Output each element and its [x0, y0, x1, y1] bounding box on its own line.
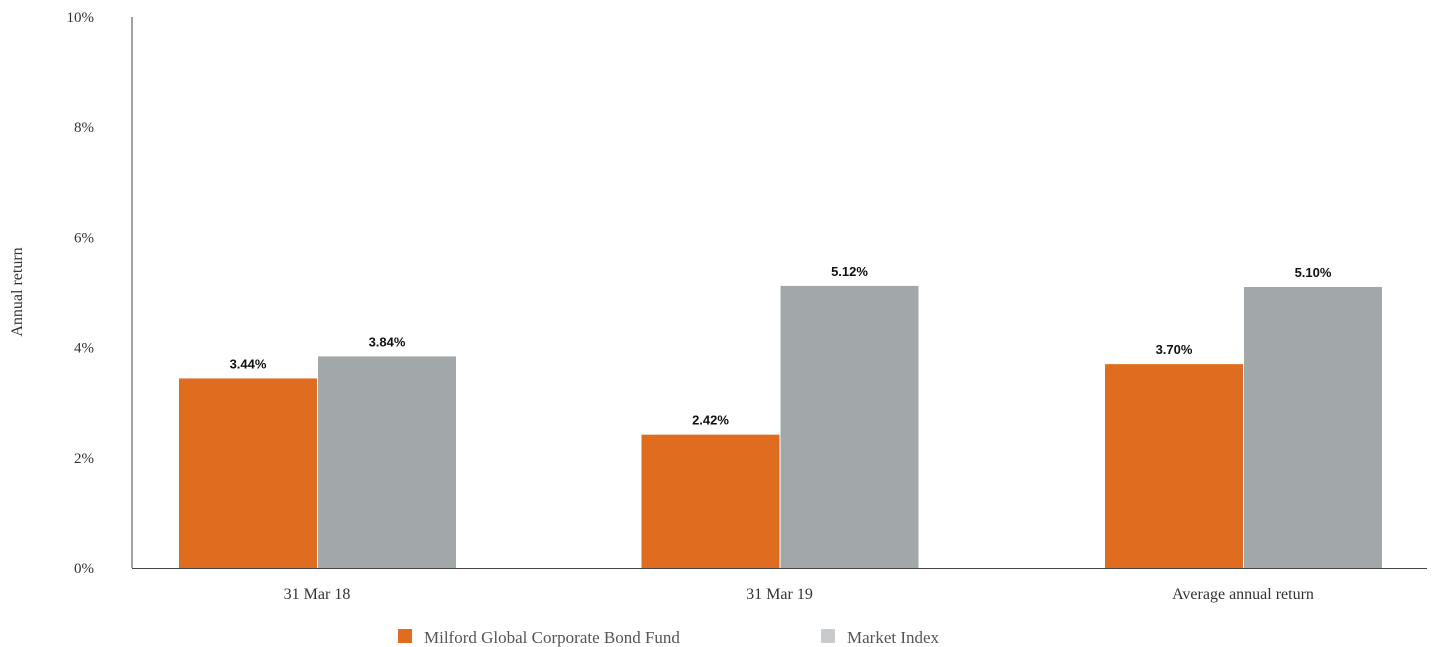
y-tick-label: 4% — [74, 341, 94, 357]
bars — [179, 285, 1382, 568]
y-tick-label: 2% — [74, 451, 94, 467]
bar-data-label: 3.70% — [1156, 342, 1193, 357]
bar — [641, 434, 780, 568]
bar-data-label: 5.10% — [1295, 265, 1332, 280]
bar-data-label: 3.84% — [369, 334, 406, 349]
y-axis-ticks: 0% 2% 4% 6% 8% 10% — [67, 10, 95, 577]
bar — [179, 378, 317, 568]
legend-label: Market Index — [847, 628, 940, 647]
bar — [1105, 364, 1243, 568]
bar — [1244, 286, 1382, 568]
bar-data-label: 2.42% — [692, 413, 729, 428]
x-category-label: Average annual return — [1172, 586, 1314, 603]
y-tick-label: 6% — [74, 230, 94, 246]
legend-swatch — [821, 629, 835, 643]
y-tick-label: 10% — [67, 10, 95, 26]
x-category-label: 31 Mar 18 — [284, 586, 351, 603]
x-category-label: 31 Mar 19 — [746, 586, 813, 603]
legend: Milford Global Corporate Bond Fund Market… — [398, 628, 940, 647]
y-axis-title-group: Annual return — [9, 247, 26, 336]
data-labels: 3.44% 2.42% 3.70% 3.84% 5.12% 5.10% — [230, 264, 1332, 428]
bar-data-label: 3.44% — [230, 356, 267, 371]
y-axis-title: Annual return — [9, 247, 26, 336]
legend-label: Milford Global Corporate Bond Fund — [424, 628, 680, 647]
bar — [318, 356, 456, 568]
axes — [131, 17, 1427, 569]
bar — [780, 285, 919, 568]
legend-swatch — [398, 629, 412, 643]
category-labels: 31 Mar 18 31 Mar 19 Average annual return — [284, 586, 1314, 603]
y-tick-label: 8% — [74, 120, 94, 136]
y-tick-label: 0% — [74, 561, 94, 577]
bar-data-label: 5.12% — [831, 264, 868, 279]
